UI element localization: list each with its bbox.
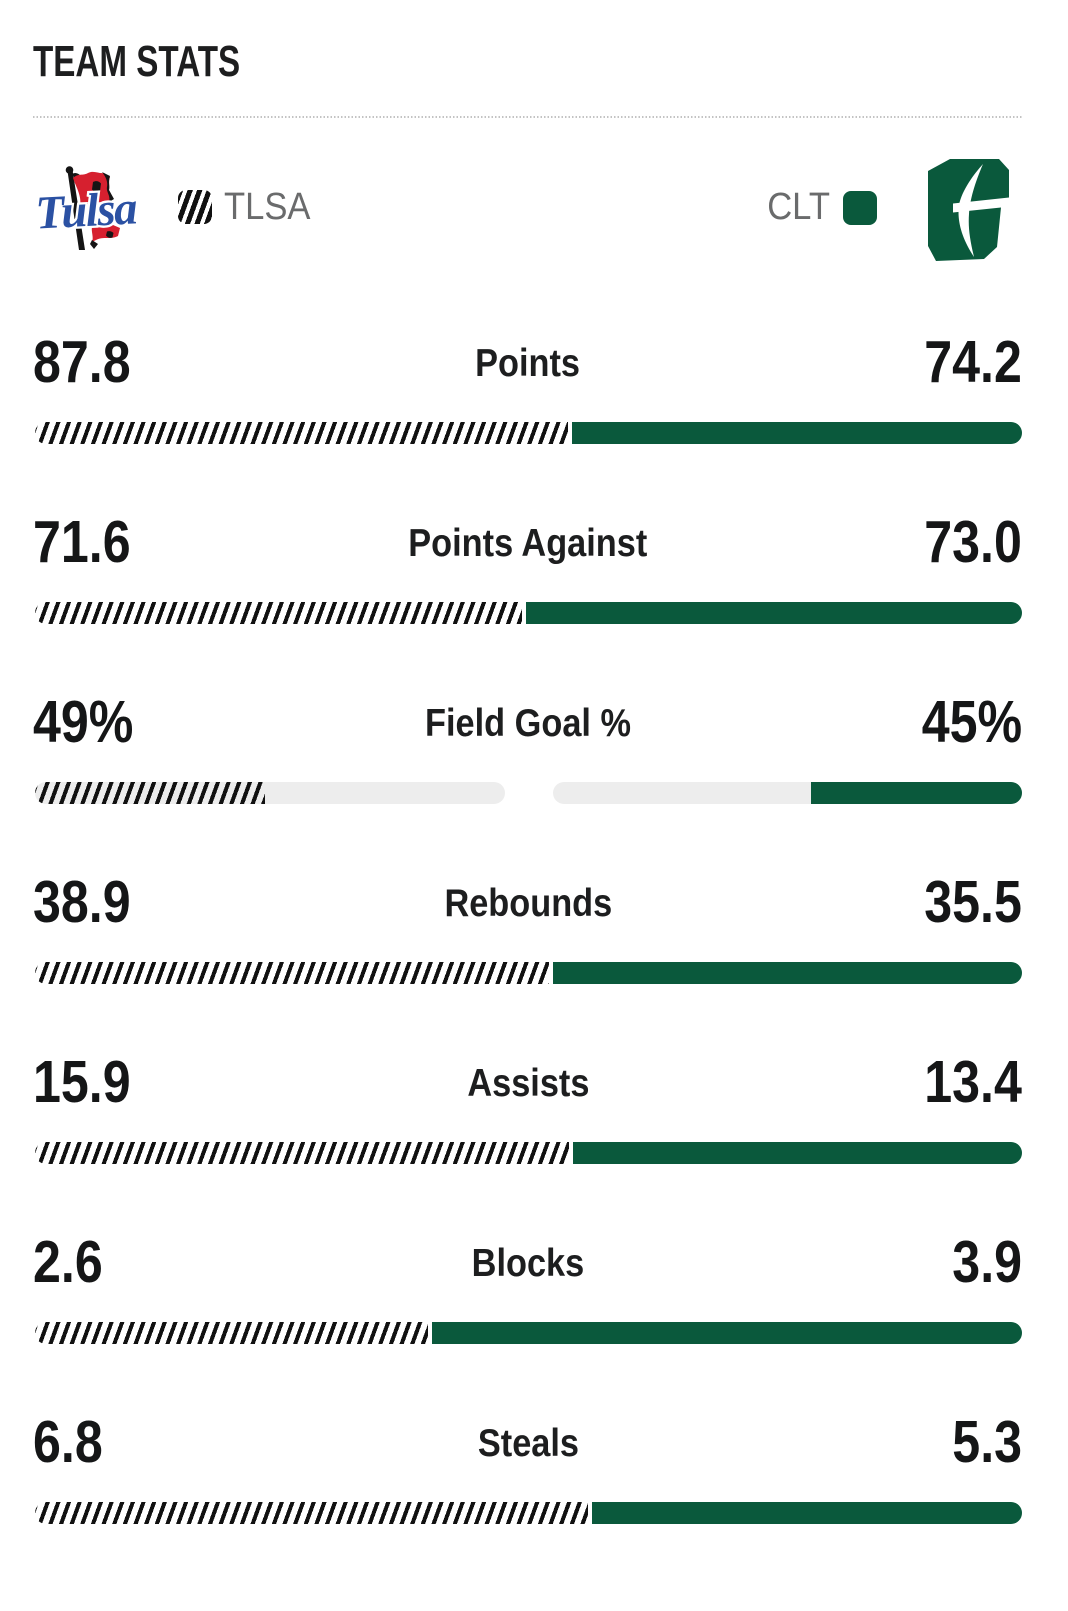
svg-text:Tulsa: Tulsa	[36, 182, 138, 239]
